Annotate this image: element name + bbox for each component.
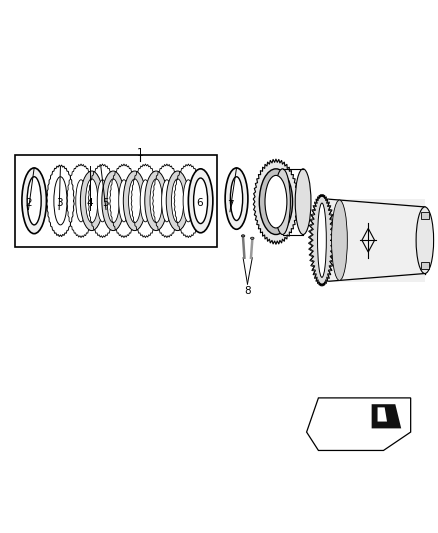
Ellipse shape xyxy=(259,169,293,235)
Polygon shape xyxy=(308,195,336,286)
Ellipse shape xyxy=(124,171,146,231)
Polygon shape xyxy=(310,195,334,286)
Ellipse shape xyxy=(80,171,103,231)
Ellipse shape xyxy=(183,180,194,222)
Ellipse shape xyxy=(150,179,162,223)
Bar xyxy=(421,262,429,269)
Text: 3: 3 xyxy=(56,198,63,208)
Text: 5: 5 xyxy=(102,198,110,208)
Polygon shape xyxy=(378,407,387,422)
Bar xyxy=(421,212,429,219)
Ellipse shape xyxy=(76,180,86,222)
Ellipse shape xyxy=(194,178,208,223)
Text: 7: 7 xyxy=(226,200,233,210)
Polygon shape xyxy=(307,398,411,450)
Ellipse shape xyxy=(265,175,287,228)
Ellipse shape xyxy=(27,177,41,225)
Ellipse shape xyxy=(97,180,108,222)
Ellipse shape xyxy=(251,237,254,239)
Ellipse shape xyxy=(166,171,189,231)
Ellipse shape xyxy=(225,168,248,229)
Ellipse shape xyxy=(54,177,67,225)
Ellipse shape xyxy=(129,179,141,223)
Text: 8: 8 xyxy=(244,286,251,296)
Ellipse shape xyxy=(318,203,326,277)
Ellipse shape xyxy=(107,179,119,223)
Ellipse shape xyxy=(188,169,213,233)
Ellipse shape xyxy=(140,180,151,222)
Ellipse shape xyxy=(230,177,243,221)
Bar xyxy=(322,199,425,282)
Ellipse shape xyxy=(102,171,124,231)
Ellipse shape xyxy=(119,180,129,222)
Text: 2: 2 xyxy=(25,198,32,208)
Bar xyxy=(15,155,217,247)
Ellipse shape xyxy=(171,179,184,223)
Polygon shape xyxy=(253,159,299,244)
Text: 4: 4 xyxy=(86,198,93,208)
Ellipse shape xyxy=(162,180,172,222)
Ellipse shape xyxy=(295,169,311,235)
Ellipse shape xyxy=(145,171,167,231)
Ellipse shape xyxy=(275,169,290,235)
Text: 6: 6 xyxy=(196,198,203,208)
Ellipse shape xyxy=(332,200,347,280)
Ellipse shape xyxy=(22,168,46,233)
Ellipse shape xyxy=(241,235,245,237)
Text: 1: 1 xyxy=(137,148,144,158)
Polygon shape xyxy=(371,404,401,429)
Ellipse shape xyxy=(85,179,98,223)
Ellipse shape xyxy=(416,207,434,273)
